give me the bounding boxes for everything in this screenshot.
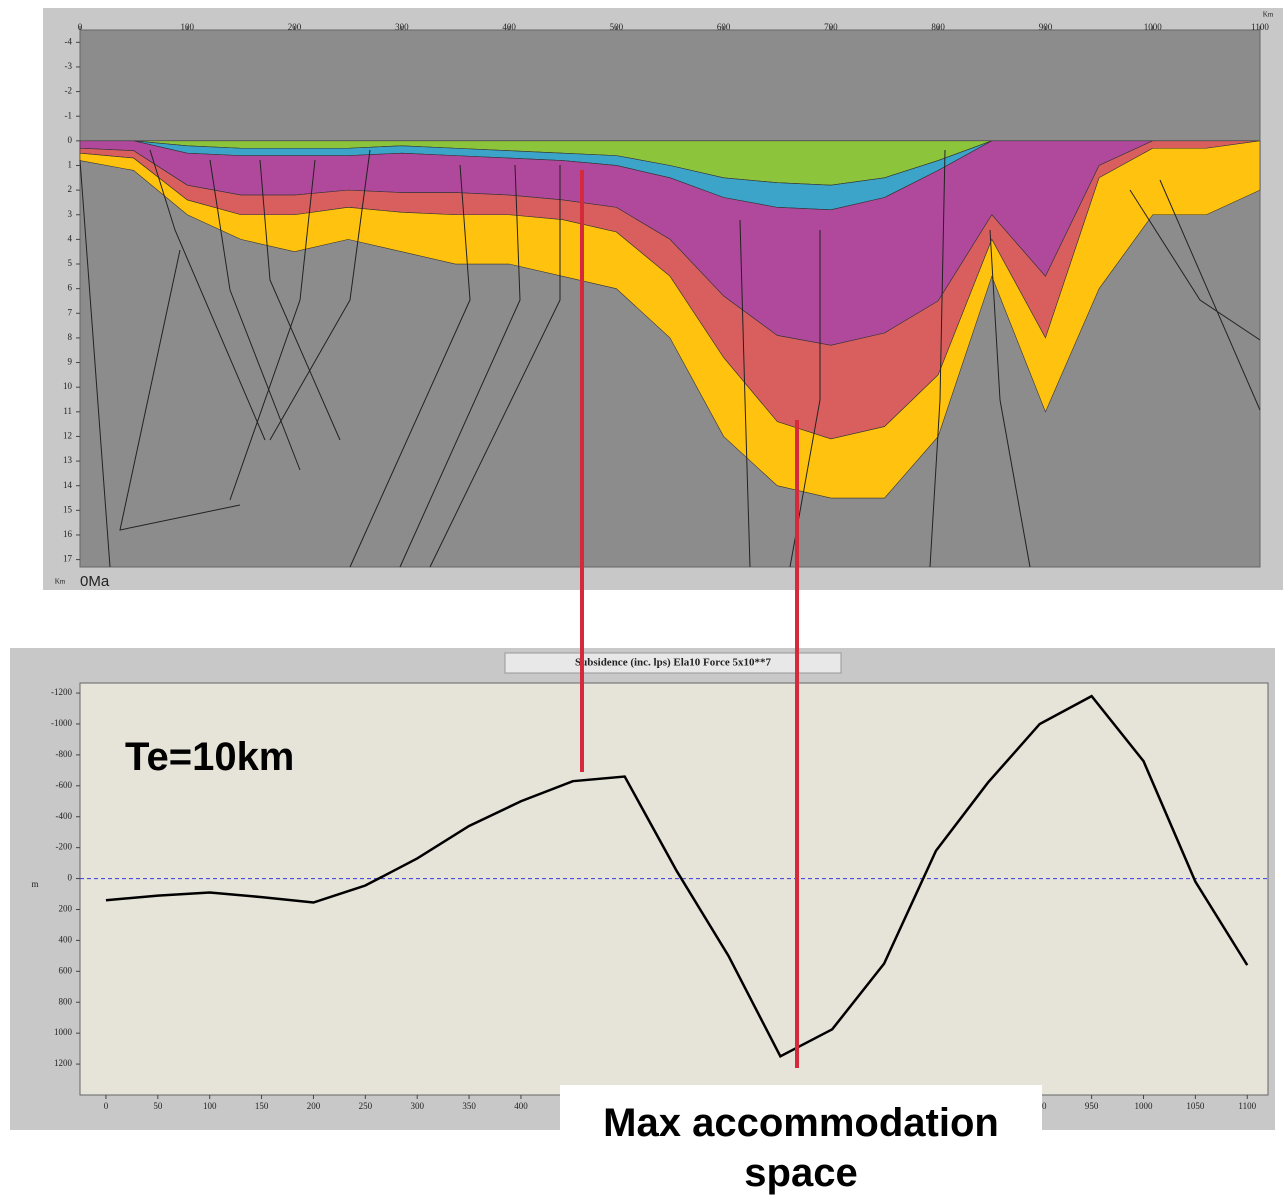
y-tick-label: 200 (59, 904, 73, 914)
y-tick-label: 400 (59, 934, 73, 944)
x-axis-label: Km (1263, 11, 1274, 19)
page: -4-3-2-101234567891011121314151617010020… (0, 0, 1283, 1202)
y-tick-label: 14 (63, 480, 73, 490)
y-axis-label: Km (55, 578, 66, 586)
y-tick-label: -3 (65, 61, 73, 71)
y-tick-label: 7 (68, 307, 73, 317)
y-tick-label: 9 (68, 357, 73, 367)
y-tick-label: -800 (56, 749, 73, 759)
x-tick-label: 1050 (1186, 1101, 1205, 1111)
y-tick-label: 600 (59, 965, 73, 975)
chart-title: Subsidence (inc. lps) Ela10 Force 5x10**… (575, 657, 771, 669)
x-tick-label: 0 (104, 1101, 109, 1111)
y-tick-label: 6 (68, 283, 73, 293)
y-tick-label: -1200 (51, 687, 72, 697)
x-tick-label: 1100 (1238, 1101, 1256, 1111)
y-tick-label: 1 (68, 160, 73, 170)
y-tick-label: -2 (65, 86, 73, 96)
x-tick-label: 300 (410, 1101, 424, 1111)
y-tick-label: 3 (68, 209, 73, 219)
y-tick-label: 10 (63, 381, 73, 391)
x-tick-label: 400 (514, 1101, 528, 1111)
x-tick-label: 100 (203, 1101, 217, 1111)
y-tick-label: 16 (63, 529, 73, 539)
annotation: Te=10km (125, 735, 294, 780)
annotation: 0Ma (80, 573, 110, 590)
x-tick-label: 350 (462, 1101, 476, 1111)
y-tick-label: 17 (63, 554, 73, 564)
y-tick-label: 800 (59, 996, 73, 1006)
y-tick-label: 5 (68, 258, 73, 268)
y-axis-label: m (31, 879, 38, 889)
y-tick-label: 13 (63, 455, 73, 465)
x-tick-label: 150 (255, 1101, 269, 1111)
y-tick-label: 11 (63, 406, 72, 416)
y-tick-label: 0 (68, 135, 73, 145)
x-tick-label: 950 (1085, 1101, 1099, 1111)
x-tick-label: 50 (153, 1101, 163, 1111)
y-tick-label: 2 (68, 184, 73, 194)
x-tick-label: 200 (307, 1101, 321, 1111)
y-tick-label: 1000 (54, 1027, 73, 1037)
y-tick-label: -4 (65, 36, 73, 46)
y-tick-label: 1200 (54, 1058, 73, 1068)
y-tick-label: 0 (68, 873, 73, 883)
y-tick-label: -400 (56, 811, 73, 821)
subsidence-chart: -1200 -1000 -800 -600 -400 -200 0 200 400 600 800 1… (31, 653, 1268, 1111)
figure: -4-3-2-101234567891011121314151617010020… (0, 0, 1283, 1202)
y-tick-label: -1000 (51, 718, 72, 728)
y-tick-label: -1 (65, 110, 73, 120)
y-tick-label: 4 (68, 233, 73, 243)
annotation: Max accommodation space (566, 1098, 1036, 1198)
y-tick-label: 8 (68, 332, 73, 342)
x-tick-label: 250 (359, 1101, 373, 1111)
y-tick-label: 15 (63, 504, 73, 514)
y-tick-label: -200 (56, 842, 73, 852)
x-tick-label: 1000 (1134, 1101, 1153, 1111)
y-tick-label: 12 (63, 431, 72, 441)
section-chart: -4-3-2-101234567891011121314151617010020… (55, 11, 1274, 590)
y-tick-label: -600 (56, 780, 73, 790)
